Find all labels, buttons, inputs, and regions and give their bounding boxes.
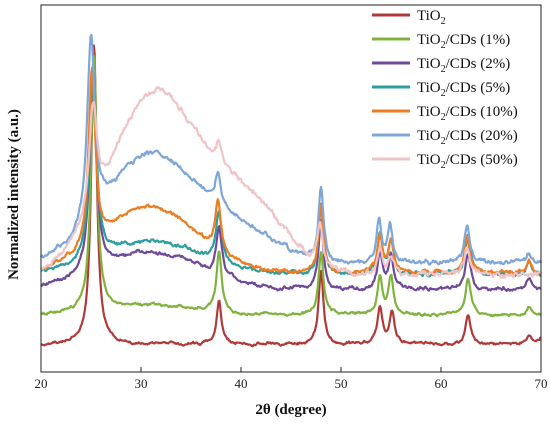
x-tick-label: 50 <box>335 376 348 391</box>
series-line-1 <box>40 54 542 318</box>
legend-label-suffix: /CDs (1%) <box>446 32 511 48</box>
legend-label-base: TiO <box>417 104 441 120</box>
x-tick-label: 60 <box>435 376 448 391</box>
x-tick-label: 20 <box>35 376 48 391</box>
series-line-2 <box>40 68 542 292</box>
legend-label-base: TiO <box>417 56 441 72</box>
y-axis-title: Normalized intensity (a.u.) <box>6 109 22 280</box>
legend-label-base: TiO <box>417 128 441 144</box>
series-line-4 <box>40 66 542 276</box>
legend-label: TiO2/CDs (20%) <box>417 128 518 147</box>
series-line-6 <box>40 86 542 280</box>
legend-label: TiO2/CDs (50%) <box>417 152 518 171</box>
plot-lines <box>39 33 543 348</box>
legend-label: TiO2/CDs (10%) <box>417 104 518 123</box>
legend-label: TiO2/CDs (5%) <box>417 80 510 99</box>
legend-label-base: TiO <box>417 152 441 168</box>
legend-label-subscript: 2 <box>441 64 446 75</box>
x-tick-label: 40 <box>235 376 248 391</box>
legend-label-suffix: /CDs (5%) <box>446 80 511 96</box>
x-axis-title: 2θ (degree) <box>255 402 326 418</box>
legend-label-subscript: 2 <box>441 88 446 99</box>
legend-label-base: TiO <box>417 32 441 48</box>
plot-frame <box>40 4 542 373</box>
series-line-5 <box>39 33 543 266</box>
legend-label: TiO2/CDs (1%) <box>417 32 510 51</box>
legend-label-suffix: /CDs (50%) <box>446 152 518 168</box>
legend-label-suffix: /CDs (20%) <box>446 128 518 144</box>
legend-label-base: TiO <box>417 8 441 24</box>
legend-label-subscript: 2 <box>441 160 446 171</box>
x-axis: 20 30 40 50 60 70 <box>35 367 548 391</box>
legend-label-subscript: 2 <box>441 16 446 27</box>
legend-label-base: TiO <box>417 80 441 96</box>
series-line-0 <box>40 44 542 348</box>
legend-label-suffix: /CDs (10%) <box>446 104 518 120</box>
legend-label-subscript: 2 <box>441 112 446 123</box>
legend-label: TiO2 <box>417 8 446 27</box>
legend-label-subscript: 2 <box>441 40 446 51</box>
legend-label: TiO2/CDs (2%) <box>417 56 510 75</box>
legend-label-subscript: 2 <box>441 136 446 147</box>
legend-label-suffix: /CDs (2%) <box>446 56 511 72</box>
x-tick-label: 70 <box>535 376 548 391</box>
x-tick-label: 30 <box>135 376 148 391</box>
